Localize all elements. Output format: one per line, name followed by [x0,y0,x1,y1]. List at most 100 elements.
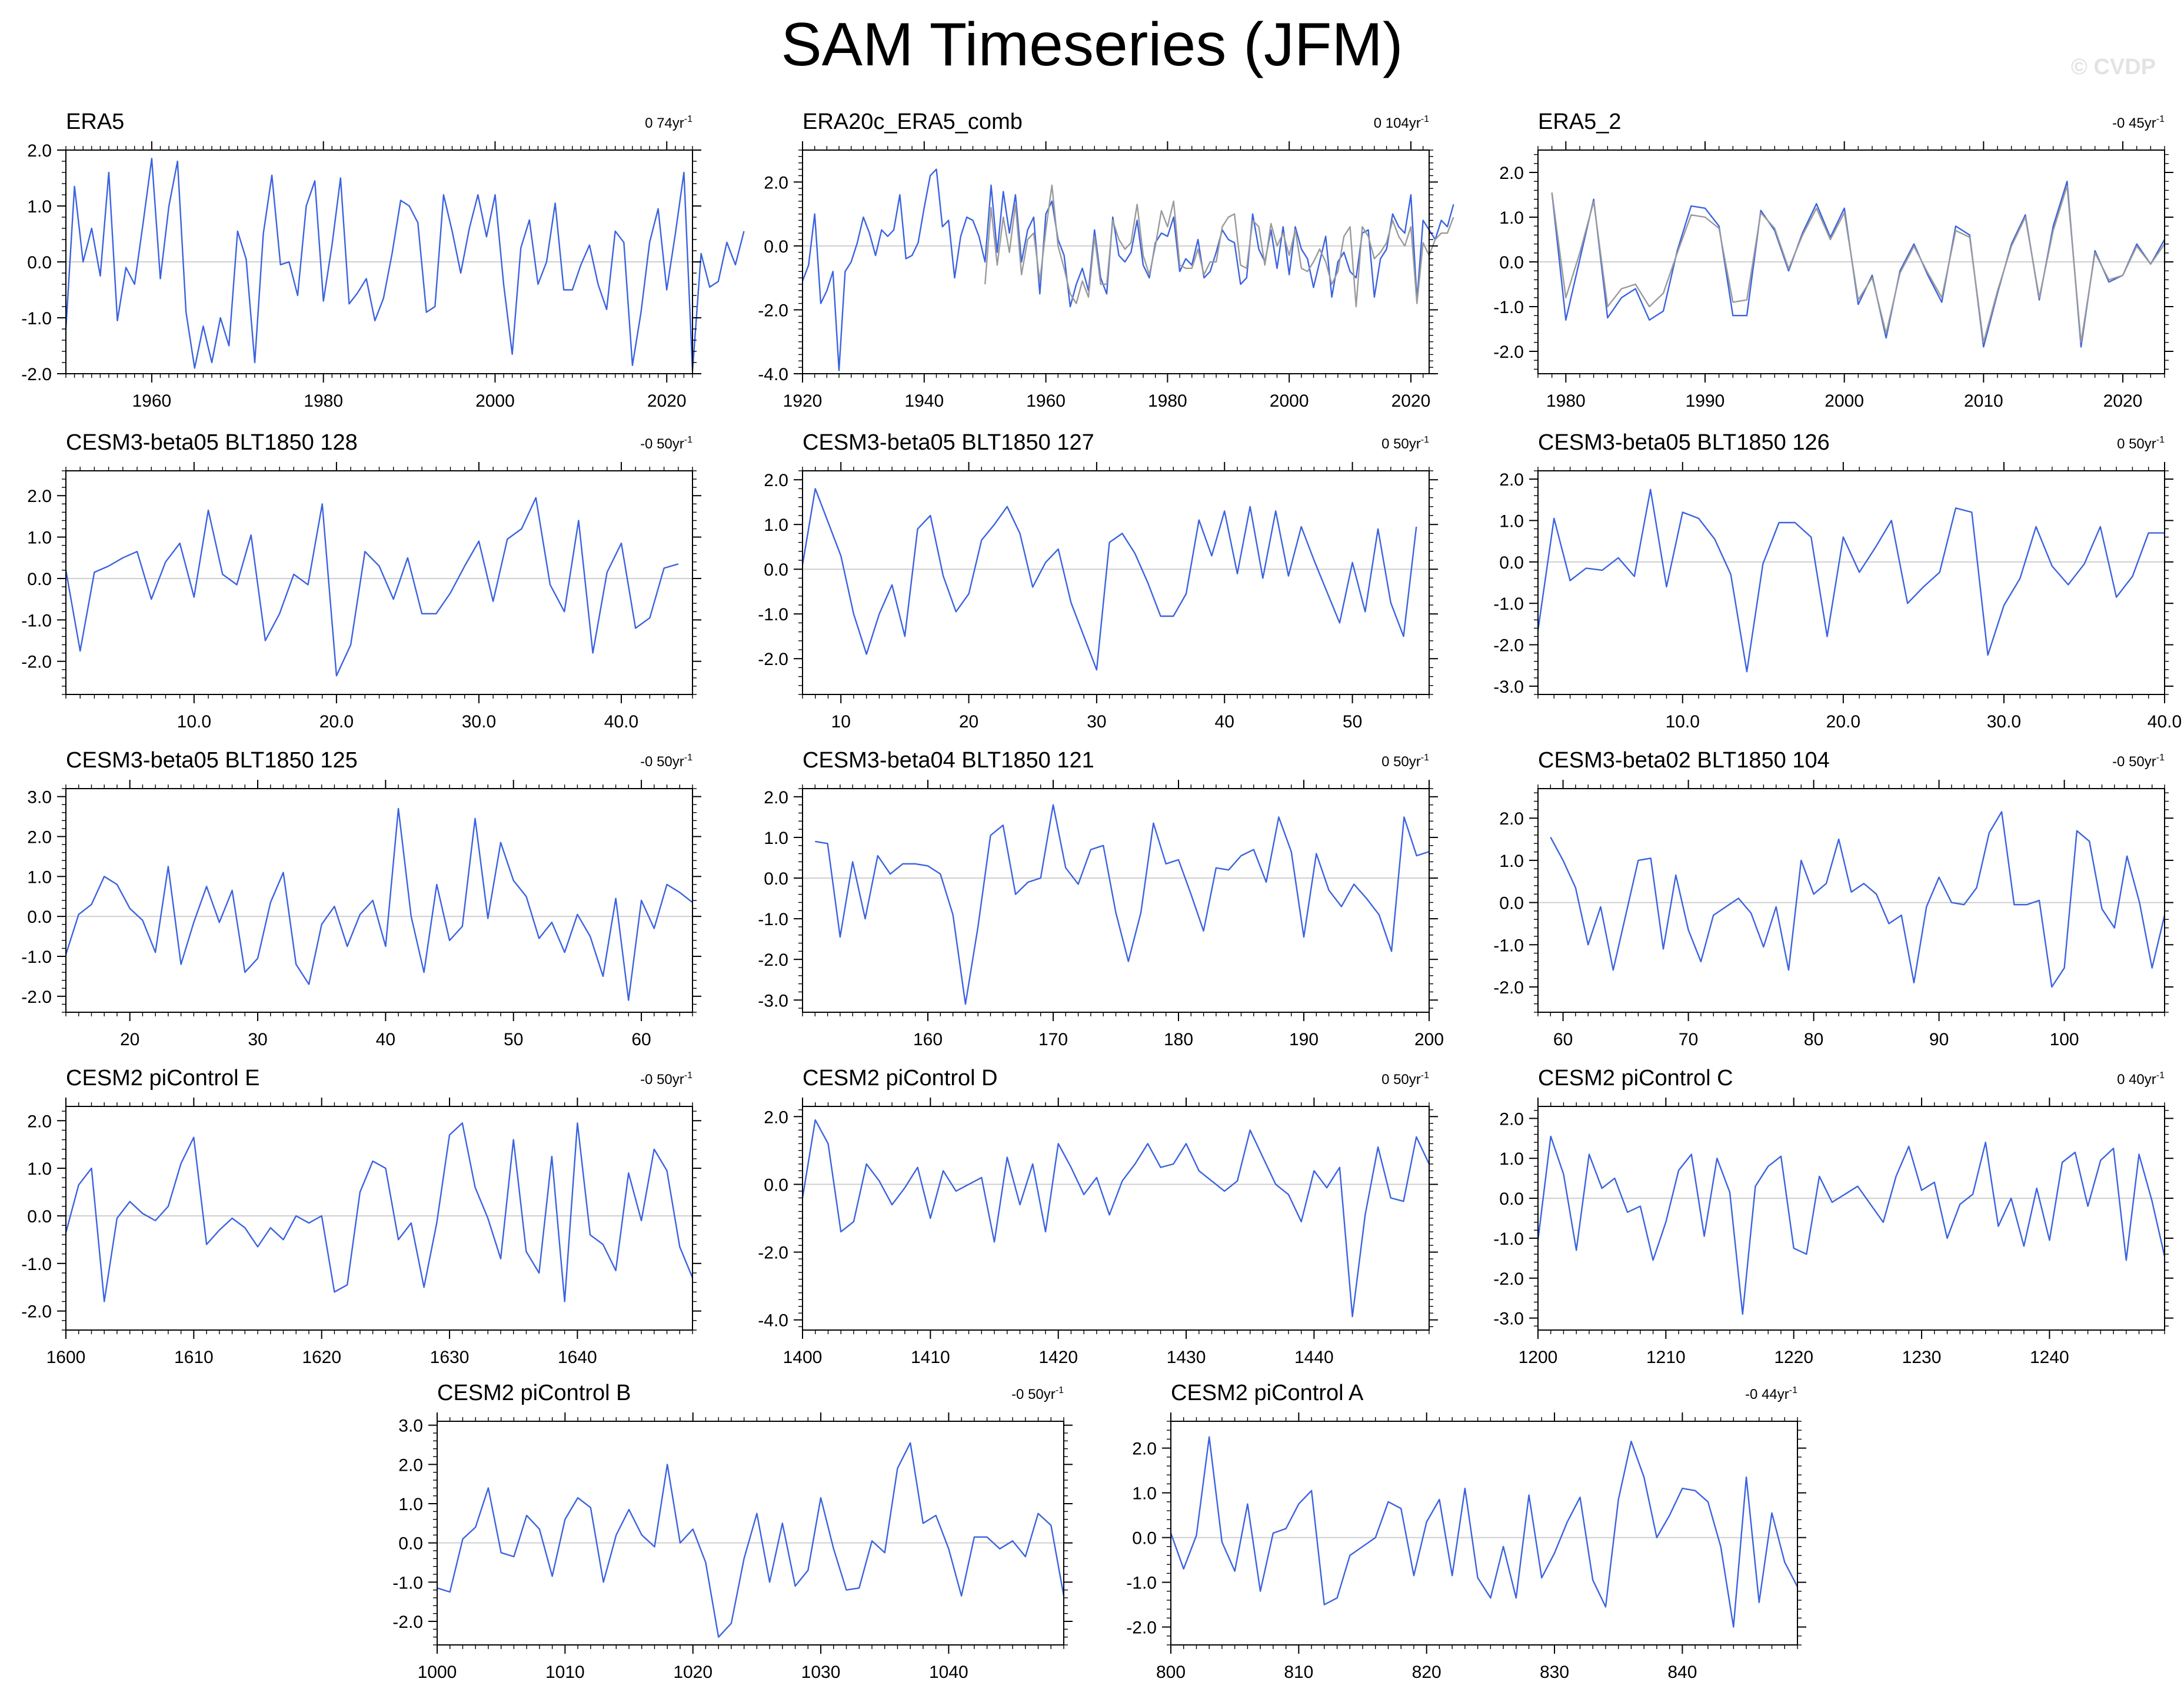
y-tick-label: -2.0 [21,653,52,672]
chart-panel: 10.0 20.0 30.0 40.0 2.0 1.0 0.0 -1.0 -2.0 -3.0 CES… [1493,430,2182,732]
y-tick-label: 0.0 [398,1534,423,1554]
x-tick-label: 20.0 [1826,712,1860,732]
x-tick-label: 810 [1284,1663,1313,1682]
series-line [815,804,1430,1005]
trend-value: -0 44yr [1745,1387,1789,1402]
y-tick-label: 0.0 [764,237,788,257]
panel-title: CESM3-beta05 BLT1850 127 [803,430,1094,455]
series-line [1551,181,2166,348]
x-tick-label: 60 [631,1030,651,1049]
x-tick-label: 1960 [132,391,172,411]
plot-frame [802,149,1430,374]
y-tick-label: -1.0 [21,611,52,630]
series-line [437,1442,1065,1638]
trend-label: -0 50yr-1 [640,1071,693,1088]
x-tick-label: 1980 [304,391,343,411]
x-tick-label: 830 [1540,1663,1569,1682]
x-tick-label: 840 [1667,1663,1697,1682]
x-tick-label: 1940 [904,391,944,411]
x-tick-label: 80 [1804,1030,1823,1049]
trend-unit: -1 [1789,1385,1797,1395]
x-tick-label: 30 [248,1030,267,1049]
series-line [65,807,693,1001]
y-tick-label: 0.0 [764,1175,788,1195]
y-tick-label: -1.0 [758,910,788,929]
x-tick-label: 1400 [783,1348,823,1367]
y-tick-label: -1.0 [21,948,52,967]
trend-label: 0 104yr-1 [1374,114,1429,131]
x-tick-label: 1410 [911,1348,950,1367]
trend-unit: -1 [1421,753,1429,763]
x-tick-label: 180 [1164,1030,1193,1049]
trend-label: -0 50yr-1 [640,435,693,452]
panel-title: CESM2 piControl D [803,1066,998,1091]
x-tick-label: 2000 [1825,391,1864,411]
trend-label: 0 50yr-1 [1381,753,1429,770]
x-tick-label: 60 [1553,1030,1573,1049]
trend-label: -0 50yr-1 [1011,1385,1064,1402]
chart-panel: 1000 1010 1020 1030 1040 3.0 2.0 1.0 0.0 -1.0 -2.0… [392,1381,1073,1682]
x-tick-label: 1220 [1774,1348,1813,1367]
x-tick-label: 1010 [545,1663,585,1682]
x-tick-label: 1980 [1546,391,1586,411]
series-line [801,168,1454,371]
y-tick-label: 2.0 [764,471,788,490]
x-tick-label: 1960 [1026,391,1066,411]
y-tick-label: 1.0 [764,516,788,535]
plot-frame [1170,1421,1798,1646]
trend-value: 0 50yr [1381,436,1421,452]
panel-title: CESM2 piControl A [1171,1381,1364,1405]
panel-title: CESM2 piControl B [437,1381,631,1405]
y-tick-label: 1.0 [1499,1149,1524,1169]
x-tick-label: 1610 [174,1348,214,1367]
y-tick-label: 0.0 [27,253,52,272]
y-tick-label: -2.0 [1493,636,1524,656]
x-tick-label: 1420 [1038,1348,1078,1367]
trend-label: -0 45yr-1 [2112,114,2165,131]
y-tick-label: -1.0 [392,1573,423,1593]
trend-label: -0 44yr-1 [1745,1385,1797,1402]
x-tick-label: 190 [1289,1030,1319,1049]
trend-value: -0 50yr [2112,754,2156,770]
plot-frame [1537,470,2165,695]
x-tick-label: 820 [1412,1663,1441,1682]
panel-title: CESM3-beta02 BLT1850 104 [1538,748,1830,773]
x-tick-label: 20 [120,1030,139,1049]
x-tick-label: 1230 [1902,1348,1942,1367]
x-tick-label: 1640 [558,1348,597,1367]
y-tick-label: 0.0 [1499,894,1524,913]
y-tick-label: 0.0 [27,1207,52,1226]
series-line [801,488,1417,671]
trend-value: -0 50yr [640,754,684,770]
x-tick-label: 30.0 [462,712,496,732]
trend-unit: -1 [1056,1385,1064,1395]
trend-value: 0 74yr [645,115,684,131]
series-line [1537,1135,2166,1315]
x-tick-label: 40.0 [604,712,638,732]
x-tick-label: 100 [2050,1030,2079,1049]
y-tick-label: -2.0 [758,1244,788,1263]
trend-value: -0 50yr [640,436,684,452]
trend-label: 0 50yr-1 [2117,435,2165,452]
x-tick-label: 1030 [801,1663,841,1682]
y-tick-label: -1.0 [1493,1229,1524,1249]
credit-watermark: © CVDP [2070,55,2156,79]
trend-value: 0 50yr [1381,754,1421,770]
y-tick-label: 2.0 [1499,809,1524,829]
x-tick-label: 160 [913,1030,943,1049]
plot-frame [802,470,1430,695]
y-tick-label: 2.0 [764,788,788,807]
chart-panel: 1980 1990 2000 2010 2020 2.0 1.0 0.0 -1.0 -2.0 ERA… [1493,109,2173,411]
y-tick-label: 2.0 [764,1108,788,1127]
y-tick-label: 0.0 [764,869,788,889]
chart-panel: 10 20 30 40 50 2.0 1.0 0.0 -1.0 -2.0 CESM3-beta05 … [758,430,1438,732]
series-line [1550,811,2166,988]
chart-panel: 20 30 40 50 60 3.0 2.0 1.0 0.0 -1.0 -2.0 CESM3-beta… [21,748,701,1049]
x-tick-label: 800 [1156,1663,1186,1682]
y-tick-label: 0.0 [1499,253,1524,272]
y-tick-label: -3.0 [1493,1309,1524,1329]
x-tick-label: 170 [1038,1030,1068,1049]
y-tick-label: 2.0 [27,1112,52,1131]
y-tick-label: -4.0 [758,1311,788,1331]
